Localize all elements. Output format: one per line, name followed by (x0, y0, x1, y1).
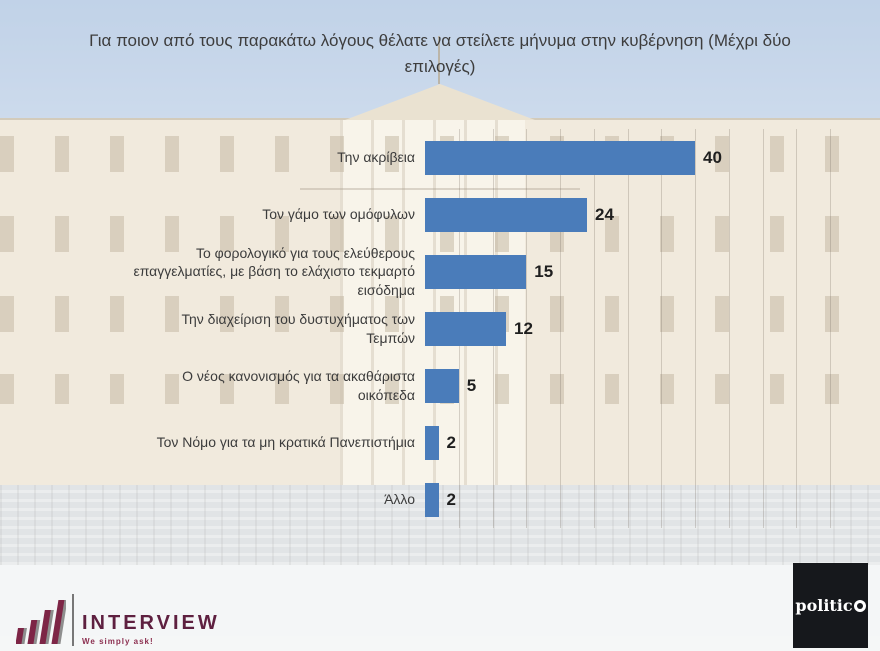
bar-label: Άλλο (384, 491, 415, 508)
bar (425, 311, 506, 346)
gridline (560, 129, 561, 528)
ascending-bars-icon (16, 600, 66, 644)
parliament-pediment (345, 84, 535, 120)
bar-value: 2 (446, 432, 456, 452)
politico-o-icon (853, 599, 866, 612)
bar-label: Την ακρίβεια (337, 149, 415, 166)
plaza-crowd-area (0, 485, 880, 565)
interview-logo: INTERVIEW We simply ask! (16, 590, 220, 646)
bar-value: 40 (703, 147, 722, 167)
chart-title: Για ποιον από τους παρακάτω λόγους θέλατ… (89, 31, 791, 77)
bar-chart: Την ακρίβεια 40 Τον γάμο των ομόφυλων 24 Το … (130, 129, 850, 528)
bar-value: 15 (534, 261, 554, 281)
gridline (695, 129, 696, 528)
bar-label: Τον γάμο των ομόφυλων (262, 206, 415, 223)
politico-wordmark: politic (795, 596, 853, 615)
gridline (526, 129, 528, 528)
bar-row: Άλλο 2 (130, 471, 850, 528)
bar (425, 140, 695, 175)
bar-value: 5 (466, 375, 477, 395)
bar-value: 12 (514, 318, 533, 338)
bar-label: Τον Νόμο για τα μη κρατικά Πανεπιστήμια (156, 434, 415, 451)
flagpole (438, 36, 440, 84)
parliament-building (0, 118, 880, 487)
interview-wordmark: INTERVIEW (82, 612, 220, 634)
street-foreground (0, 565, 880, 651)
bar-row: Την ακρίβεια 40 (130, 129, 850, 186)
bar-row: Ο νέος κανονισμός για τα ακαθάριστα οικό… (130, 357, 850, 414)
building-ledge (300, 188, 580, 190)
gridline (830, 129, 831, 528)
bar-label: Το φορολογικό για τους ελεύθερους επαγγε… (133, 244, 415, 298)
bar-row: Το φορολογικό για τους ελεύθερους επαγγε… (130, 243, 850, 300)
parliament-portico-columns (340, 120, 525, 485)
bar-value: 2 (446, 489, 456, 509)
bar-row: Τον Νόμο για τα μη κρατικά Πανεπιστήμια 2 (130, 414, 850, 471)
bar-row: Την διαχείριση του δυστυχήματος των Τεμπ… (130, 300, 850, 357)
bar-value: 24 (595, 204, 614, 224)
gridline (627, 129, 629, 528)
gridline (796, 129, 798, 528)
gridline (661, 129, 663, 528)
bar-label: Ο νέος κανονισμός για τα ακαθάριστα οικό… (182, 368, 415, 403)
bar-label: Την διαχείριση του δυστυχήματος των Τεμπ… (181, 311, 415, 346)
logo-separator (72, 594, 74, 646)
bar-row: Τον γάμο των ομόφυλων 24 (130, 186, 850, 243)
gridline (762, 129, 764, 528)
gridline (593, 129, 595, 528)
interview-tagline: We simply ask! (82, 637, 154, 646)
gridline (728, 129, 730, 528)
bar (425, 368, 459, 403)
bar (425, 197, 587, 232)
politico-logo: politic (793, 563, 868, 648)
bar (425, 254, 527, 289)
bar (425, 425, 439, 460)
bar (425, 482, 439, 517)
